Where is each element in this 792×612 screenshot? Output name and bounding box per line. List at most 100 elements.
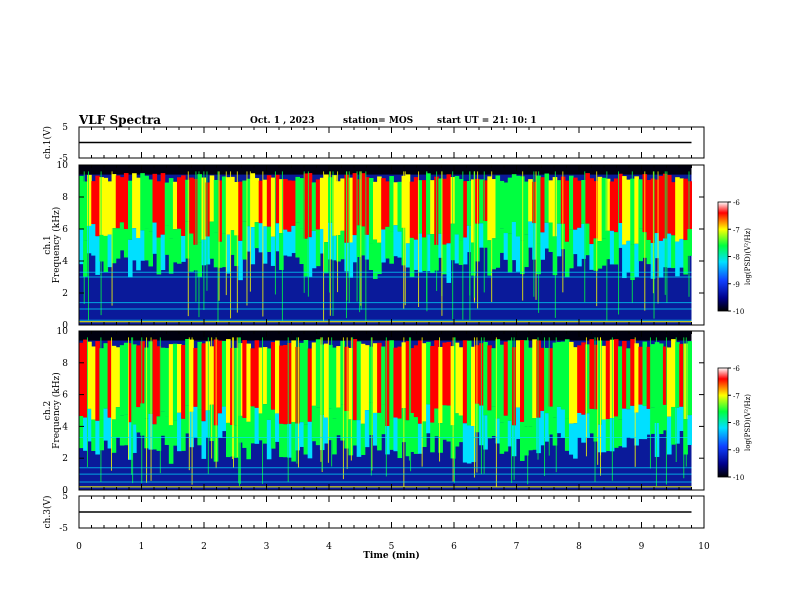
spectrogram-cell	[495, 418, 501, 444]
spectrogram-cell	[675, 241, 680, 277]
spectrogram-cell	[115, 175, 121, 229]
spectrogram-cell	[111, 174, 117, 229]
spectrogram-cell	[581, 414, 586, 443]
spectrogram-cell	[258, 413, 264, 441]
spectrogram-cell	[618, 419, 623, 447]
spectrogram-cell	[83, 417, 88, 451]
spectrogram-cell	[177, 228, 182, 264]
spectrogram-cell	[626, 240, 631, 273]
spectrogram-cell	[360, 343, 366, 424]
spectrogram-cell	[393, 182, 398, 226]
spectrogram-cell	[99, 419, 104, 451]
spectrogram-cell	[671, 235, 676, 269]
spectrogram-cell	[270, 236, 276, 266]
spectrogram-cell	[213, 179, 219, 233]
spectrogram-cell	[503, 415, 509, 452]
spectrogram-cell	[311, 342, 317, 406]
spectrogram-cell	[340, 230, 345, 260]
y-tick-label: 0	[62, 321, 68, 331]
spectrogram-cell	[622, 176, 627, 245]
spectrogram-cell	[275, 340, 280, 414]
spectrogram-cell	[430, 180, 435, 235]
spectrogram-cell	[107, 340, 113, 418]
spectrogram-cell	[119, 345, 125, 416]
spectrogram-cell	[291, 180, 296, 226]
spectrogram-cell	[221, 233, 227, 268]
spectrogram-cell	[422, 180, 427, 238]
spectrogram-cell	[262, 179, 268, 227]
spectrogram-cell	[213, 232, 219, 268]
spectrogram-cell	[87, 174, 92, 226]
spectrogram-cell	[622, 244, 627, 279]
spectrogram-cell	[177, 177, 182, 229]
spectrogram-cell	[95, 341, 100, 421]
spectrogram-cell	[103, 235, 109, 273]
spectrogram-cell	[352, 420, 358, 446]
colorbars: -6 -7 -8 -9 -10 log(PSD)(V²/Hz) -6 -7 -8 -9 -10 log…	[717, 199, 752, 482]
spectrogram-cell	[687, 181, 692, 230]
spectrogram-cell	[111, 228, 117, 264]
spectrogram-cell	[311, 405, 317, 442]
spectrogram-cell	[132, 173, 137, 229]
spectrogram-cell	[295, 423, 300, 451]
spectrogram-cell	[609, 181, 615, 231]
spectrogram-cell	[409, 412, 415, 452]
spectrogram-cell	[364, 177, 370, 235]
spectrogram-cell	[373, 239, 378, 279]
spectrogram-cell	[532, 223, 537, 260]
spectrogram-cell	[156, 416, 162, 451]
spectrogram-cell	[291, 421, 296, 462]
spectrogram-cell	[491, 348, 496, 407]
spectrogram-cell	[589, 339, 594, 409]
x-tick-label: 9	[639, 542, 645, 552]
y-axis-label: Frequency (kHz)	[51, 207, 62, 284]
spectrogram-cell	[646, 408, 652, 435]
ch1-waveform-panel: 5 -5 ch.1(V)	[42, 123, 705, 164]
y-tick-label: -5	[59, 524, 68, 534]
spectrogram-cell	[287, 180, 292, 232]
spectrogram-cell	[426, 173, 431, 235]
spectrogram-cell	[638, 404, 643, 440]
spectrogram-cell	[99, 348, 104, 420]
x-tick-label: 1	[139, 542, 145, 552]
spectrogram-cell	[254, 222, 260, 249]
colorbar-label: log(PSD)(V²/Hz)	[744, 394, 752, 451]
spectrogram-cell	[683, 343, 688, 420]
y-tick-label: 0	[62, 486, 68, 496]
spectrogram-cell	[107, 417, 113, 449]
spectrogram-cell	[193, 406, 198, 438]
spectrogram-cell	[646, 239, 652, 265]
spectrogram-cell	[246, 178, 251, 227]
spectrogram-cell	[389, 418, 394, 450]
spectrogram-cell	[536, 340, 541, 418]
x-tick-label: 4	[326, 542, 332, 552]
spectrogram-cell	[205, 236, 211, 265]
spectrogram-cell	[438, 178, 443, 234]
spectrogram-cell	[638, 346, 643, 405]
colorbar-tick-label: -7	[733, 226, 740, 234]
colorbar-gradient	[717, 367, 729, 478]
spectrogram-cell	[536, 417, 541, 454]
spectrogram-cell	[181, 344, 186, 419]
spectrogram-cell	[270, 409, 276, 449]
spectrogram-cell	[613, 232, 619, 265]
spectrogram-cell	[103, 177, 109, 236]
spectrogram-cell	[487, 176, 492, 241]
spectrogram-cell	[560, 409, 566, 438]
spectrogram-cell	[299, 178, 305, 229]
spectrogram-cell	[332, 418, 337, 455]
colorbar-tick-label: -10	[733, 474, 744, 482]
spectrogram-cell	[128, 343, 133, 423]
spectrogram-cell	[597, 241, 603, 269]
spectrogram-cell	[667, 233, 672, 268]
spectrogram-cell	[605, 230, 611, 260]
spectrogram-cell	[303, 340, 309, 425]
time-axis: 0 1 2 3 4 5 6 7 8 9 10 Time (min)	[76, 542, 710, 561]
spectrogram-cell	[675, 177, 680, 242]
spectrogram-cell	[581, 179, 586, 224]
spectrogram-cell	[283, 344, 288, 425]
spectrogram-cell	[123, 342, 129, 415]
spectrogram-cell	[185, 179, 190, 222]
spectrogram-cell	[589, 408, 594, 434]
spectrogram-cell	[279, 423, 284, 458]
